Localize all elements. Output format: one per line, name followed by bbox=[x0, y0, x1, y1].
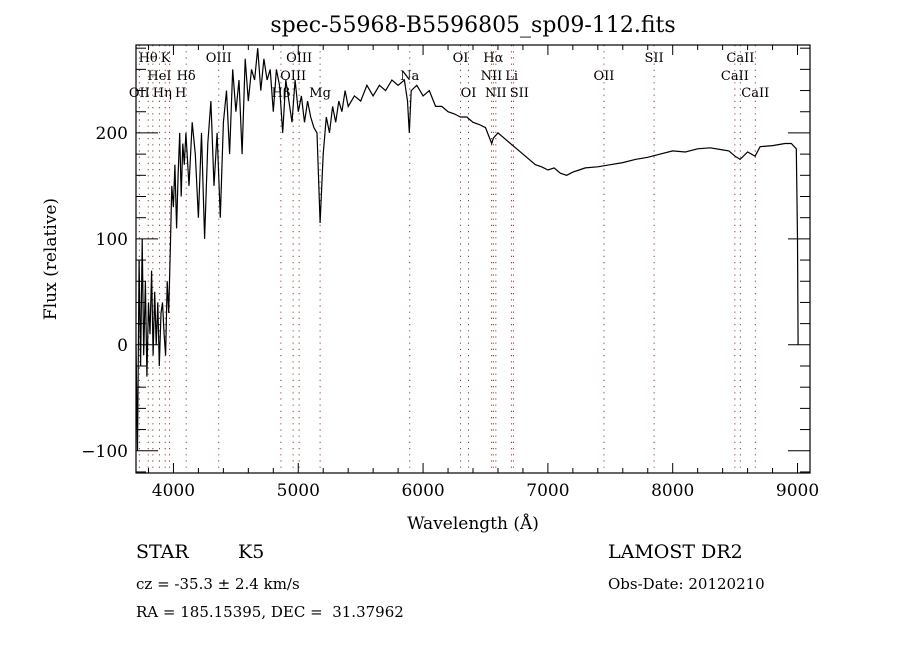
y-tick-label: 200 bbox=[96, 124, 128, 144]
line-marker-label: CaII bbox=[741, 86, 769, 101]
line-marker-label: SII bbox=[510, 86, 529, 101]
y-tick-label: −100 bbox=[81, 442, 128, 462]
object-type: STAR bbox=[136, 541, 189, 563]
line-marker-label: Mg bbox=[309, 86, 331, 101]
y-tick-label: 100 bbox=[96, 230, 128, 250]
x-tick-label: 4000 bbox=[152, 481, 195, 501]
line-marker-label: OIII bbox=[280, 69, 306, 84]
line-marker-label: Hη bbox=[153, 86, 172, 101]
line-marker-label: NII bbox=[485, 86, 507, 101]
chart-title: spec-55968-B5596805_sp09-112.fits bbox=[270, 13, 675, 38]
x-axis-label: Wavelength (Å) bbox=[407, 513, 539, 534]
survey-name: LAMOST DR2 bbox=[608, 541, 743, 563]
x-tick-label: 5000 bbox=[277, 481, 320, 501]
line-marker-label: CaII bbox=[721, 69, 749, 84]
line-marker-label: CaII bbox=[726, 51, 754, 66]
plot-frame bbox=[135, 44, 811, 474]
line-marker-label: NII bbox=[481, 69, 503, 84]
obs-date: Obs-Date: 20120210 bbox=[608, 575, 765, 593]
y-axis-label: Flux (relative) bbox=[41, 198, 61, 320]
line-marker-label: HeI bbox=[147, 69, 171, 84]
line-marker-label: OII bbox=[594, 69, 615, 84]
line-marker-label: OI bbox=[453, 51, 469, 66]
line-marker-label: SII bbox=[645, 51, 664, 66]
x-tick-label: 6000 bbox=[401, 481, 444, 501]
line-marker-label: K bbox=[161, 51, 171, 66]
object-subclass: K5 bbox=[238, 541, 265, 563]
x-tick-label: 8000 bbox=[651, 481, 694, 501]
coordinates-text: RA = 185.15395, DEC = 31.37962 bbox=[136, 603, 404, 621]
line-marker-label: Hα bbox=[483, 51, 503, 66]
line-marker-label: Hθ bbox=[139, 51, 158, 66]
line-marker-label: H bbox=[175, 86, 186, 101]
x-tick-label: 7000 bbox=[526, 481, 569, 501]
line-marker-label: OI bbox=[461, 86, 477, 101]
spectrum-line bbox=[135, 48, 799, 451]
line-marker-label: Hδ bbox=[177, 69, 196, 84]
x-tick-label: 9000 bbox=[776, 481, 819, 501]
axes: 4000 5000 6000 7000 8000 9000 −100 0 100 200 bbox=[81, 44, 819, 501]
line-marker-label: OIII bbox=[206, 51, 232, 66]
y-tick-label: 0 bbox=[117, 336, 128, 356]
line-marker-label: OIII bbox=[286, 51, 312, 66]
line-marker-label: Li bbox=[505, 69, 518, 84]
redshift-text: cz = -35.3 ± 2.4 km/s bbox=[136, 575, 300, 593]
line-marker-label: OII bbox=[129, 86, 150, 101]
